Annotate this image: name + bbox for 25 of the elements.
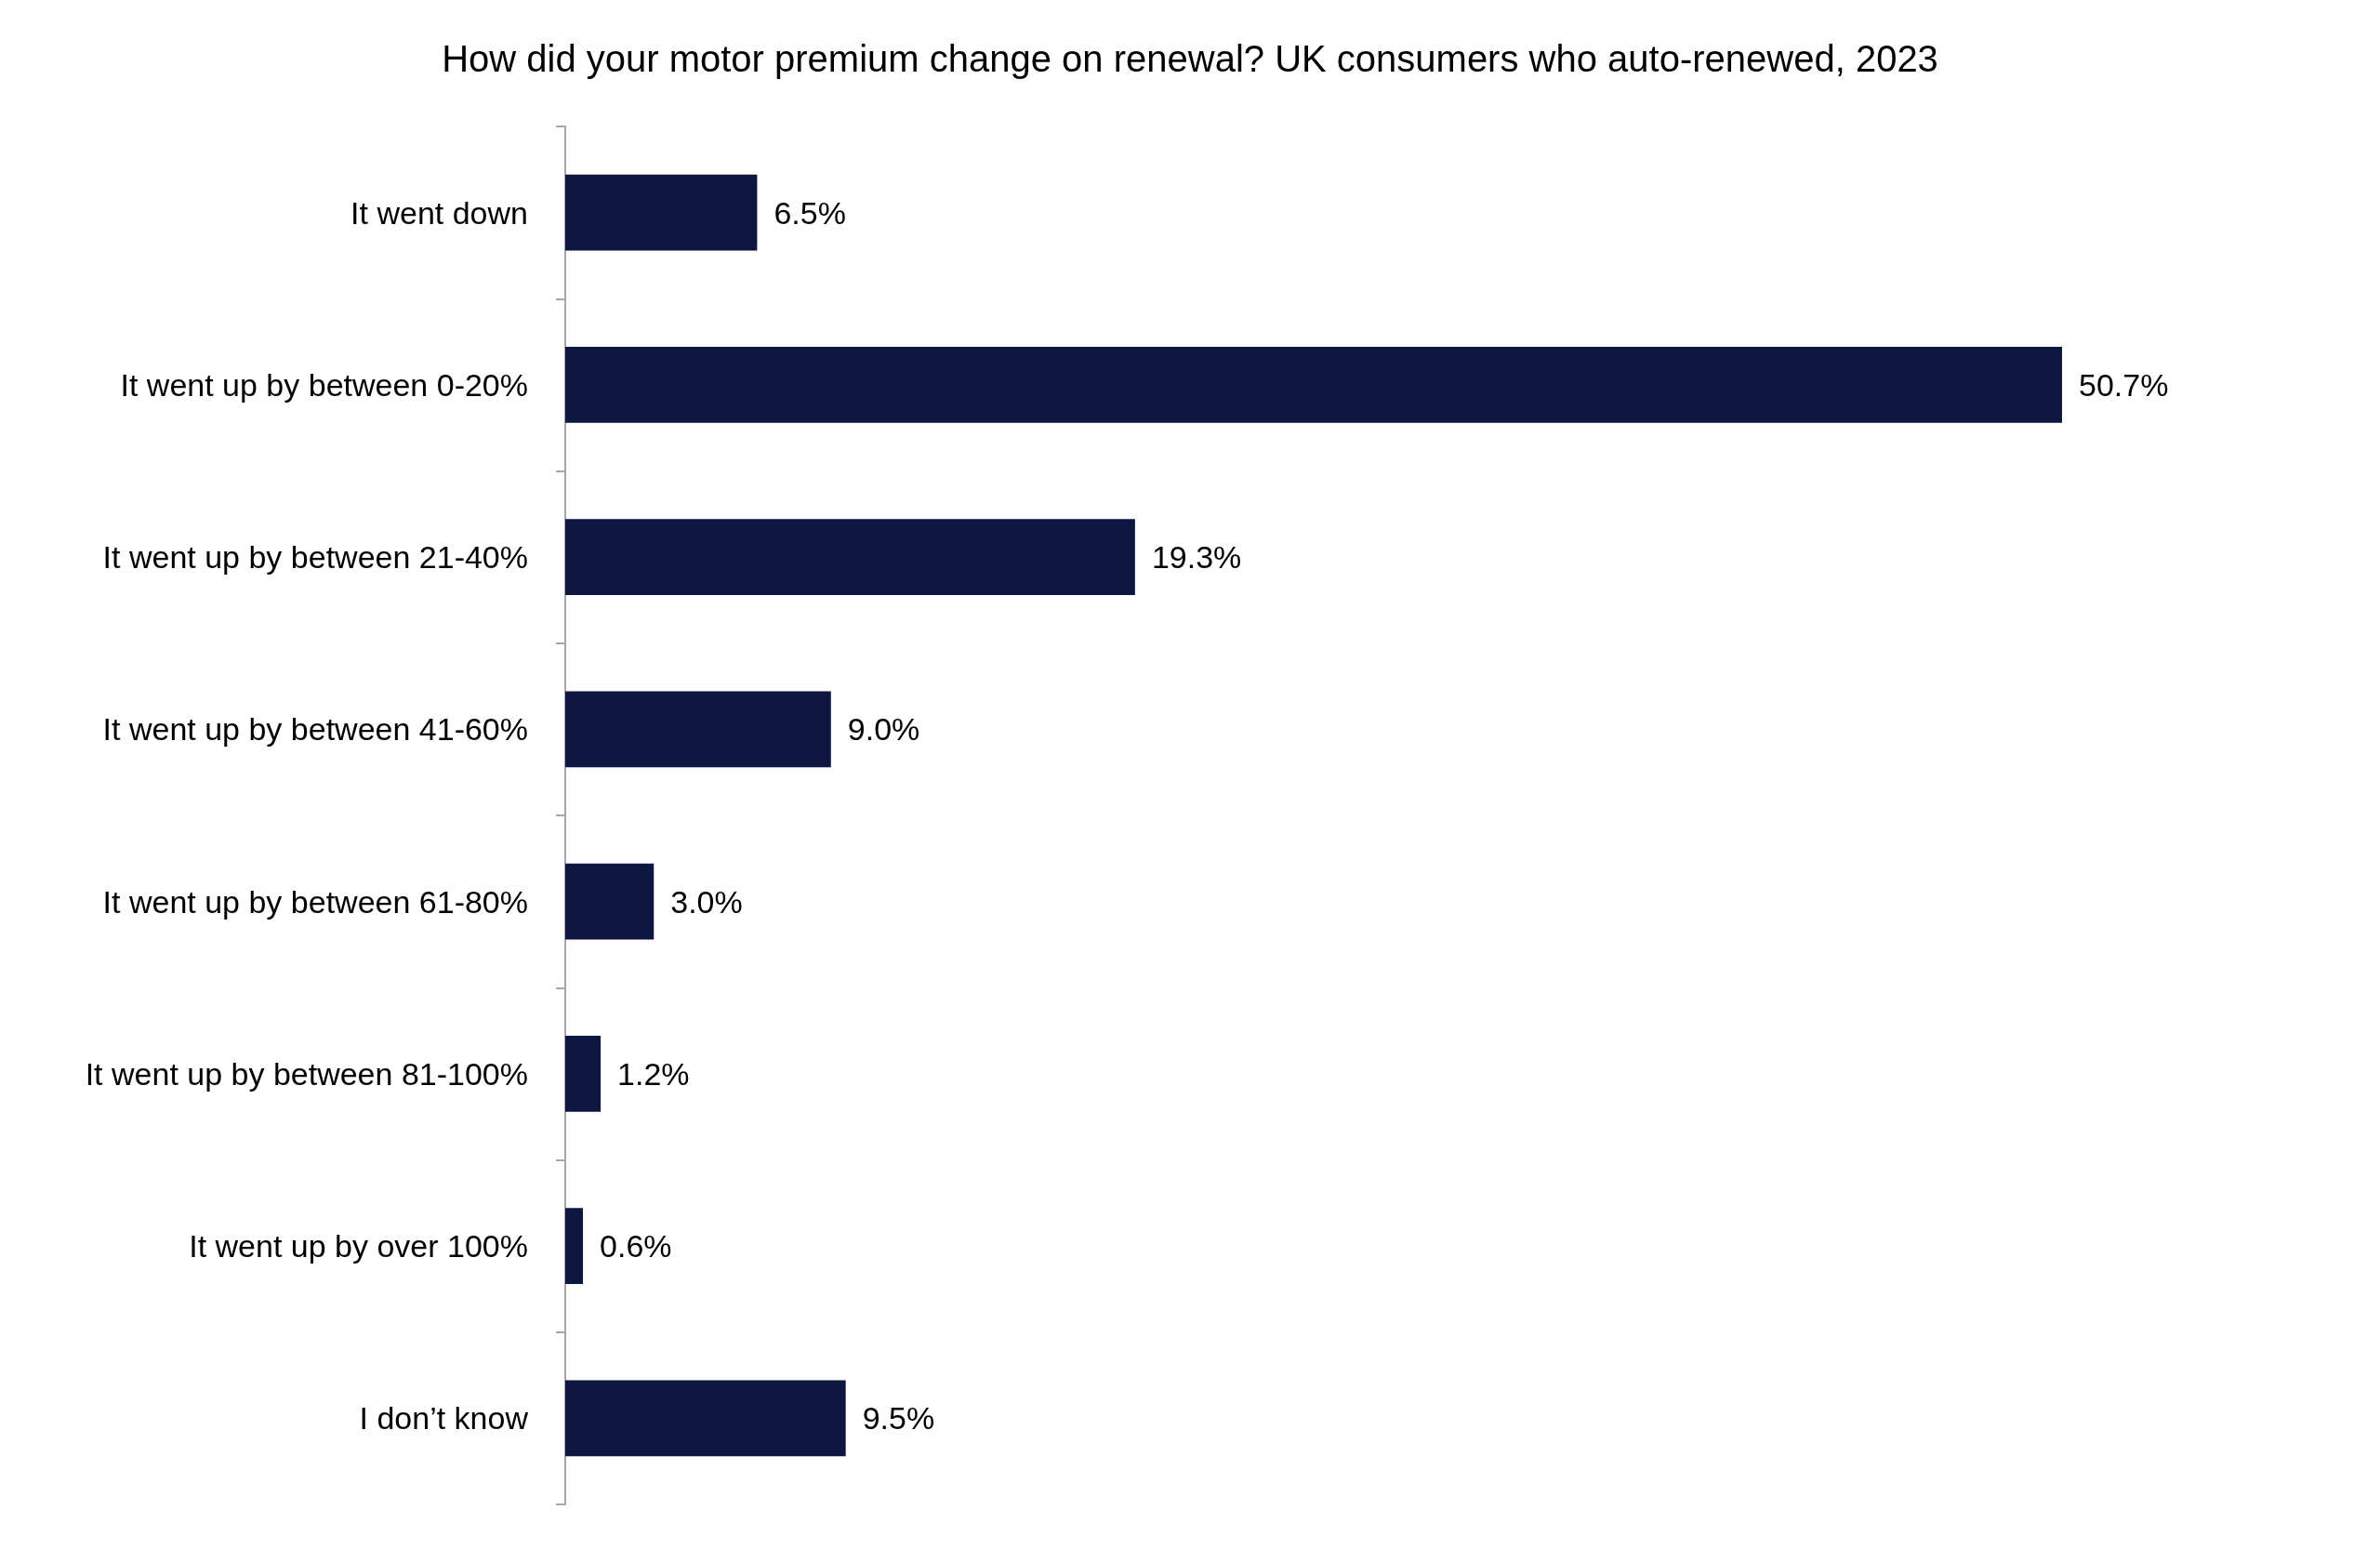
y-tick-label: I don’t know bbox=[359, 1400, 529, 1436]
y-tick-label: It went down bbox=[350, 194, 528, 231]
y-tick-label: It went up by between 81-100% bbox=[85, 1055, 528, 1092]
y-tick-label: It went up by between 21-40% bbox=[102, 539, 528, 576]
bar bbox=[565, 1036, 602, 1112]
data-label: 0.6% bbox=[600, 1228, 672, 1264]
data-label: 6.5% bbox=[774, 194, 846, 231]
y-tick-label: It went up by between 61-80% bbox=[102, 883, 528, 920]
bar bbox=[565, 863, 654, 940]
y-tick-label: It went up by between 41-60% bbox=[102, 711, 528, 748]
bar bbox=[565, 347, 2062, 423]
data-label: 19.3% bbox=[1151, 539, 1242, 576]
bar bbox=[565, 1208, 584, 1284]
bar bbox=[565, 691, 831, 768]
data-label: 9.5% bbox=[862, 1400, 935, 1436]
bar bbox=[565, 174, 758, 251]
data-label: 50.7% bbox=[2079, 366, 2169, 403]
bar bbox=[565, 1380, 846, 1457]
data-label: 3.0% bbox=[670, 883, 743, 920]
data-label: 9.0% bbox=[847, 711, 920, 748]
y-tick-label: It went up by between 0-20% bbox=[120, 366, 528, 403]
chart-title: How did your motor premium change on renewal? UK consumers who auto-renewed, 2023 bbox=[442, 38, 1938, 79]
y-tick-label: It went up by over 100% bbox=[189, 1228, 528, 1264]
data-label: 1.2% bbox=[617, 1055, 690, 1092]
bar bbox=[565, 519, 1135, 595]
